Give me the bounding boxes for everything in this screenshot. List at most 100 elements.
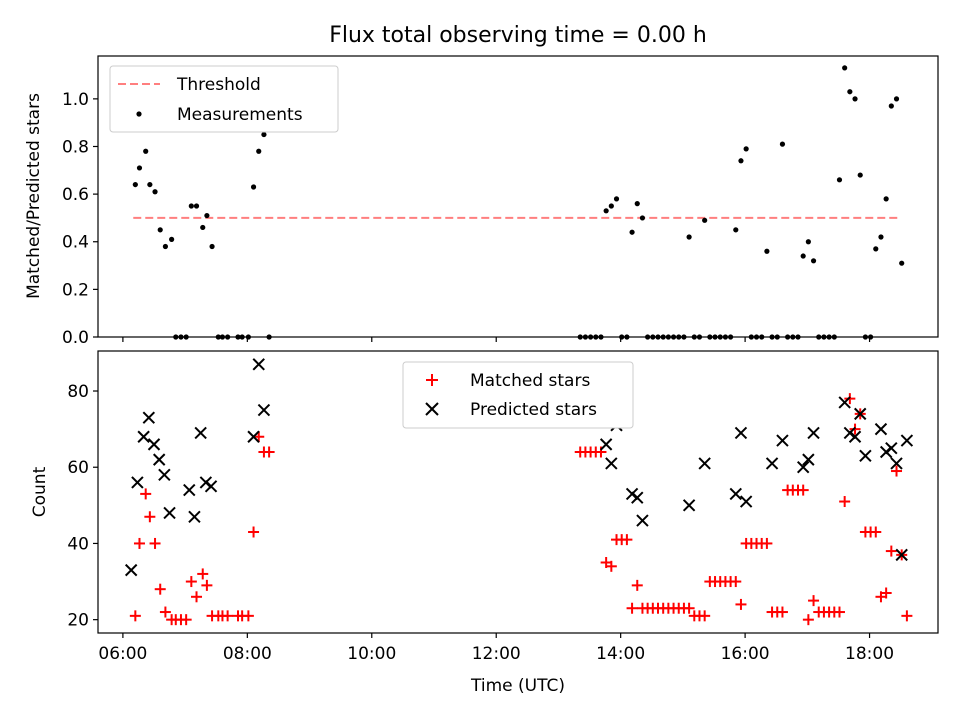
measurement-point bbox=[608, 203, 614, 209]
x-tick-label: 12:00 bbox=[472, 644, 521, 664]
matched-star-point bbox=[885, 545, 897, 557]
measurement-point bbox=[639, 215, 646, 221]
matched-star-point bbox=[901, 610, 913, 622]
predicted-star-point bbox=[739, 495, 753, 508]
measurement-point bbox=[261, 131, 267, 138]
measurement-point bbox=[764, 248, 770, 254]
measurement-point bbox=[800, 253, 806, 259]
top-plot-frame bbox=[97, 55, 939, 338]
predicted-star-point bbox=[734, 426, 748, 440]
x-tick-label: 16:00 bbox=[721, 644, 770, 664]
measurement-point bbox=[147, 181, 153, 188]
matched-star-point bbox=[144, 511, 156, 523]
measurement-point bbox=[193, 203, 200, 209]
predicted-star-point bbox=[147, 438, 161, 451]
measurement-point bbox=[738, 158, 744, 164]
predicted-star-point bbox=[183, 483, 196, 497]
predicted-star-point bbox=[605, 457, 618, 470]
bottom-y-ticks: 20 40 60 80 bbox=[67, 382, 98, 631]
matched-star-point bbox=[605, 560, 617, 572]
measurement-point bbox=[847, 89, 853, 95]
predicted-star-point bbox=[194, 426, 207, 440]
matched-star-point bbox=[621, 534, 633, 546]
top-y-tick-label: 0.6 bbox=[62, 185, 89, 205]
measurement-point bbox=[779, 141, 786, 147]
bottom-panel: 20 40 60 80 06:00 08:00 10:00 12:00 14:00 16:00 1… bbox=[30, 350, 939, 696]
matched-star-point bbox=[735, 598, 747, 610]
predicted-legend-swatch bbox=[425, 402, 439, 416]
predicted-star-point bbox=[890, 457, 903, 470]
predicted-legend-label: Predicted stars bbox=[470, 400, 597, 420]
bottom-plot-frame bbox=[97, 350, 939, 634]
predicted-star-point bbox=[796, 461, 810, 474]
predicted-star-point bbox=[636, 514, 649, 527]
top-y-tick-label: 0.8 bbox=[62, 137, 89, 157]
predicted-star-point bbox=[252, 358, 265, 371]
matched-star-point bbox=[839, 496, 851, 508]
measurement-point bbox=[250, 184, 257, 190]
predicted-star-point bbox=[137, 430, 150, 443]
measurement-point bbox=[842, 65, 848, 71]
predicted-star-point bbox=[838, 396, 851, 409]
predicted-star-point bbox=[874, 422, 888, 436]
matched-star-point bbox=[154, 583, 166, 595]
measurement-point bbox=[204, 212, 210, 219]
matched-legend-label: Matched stars bbox=[470, 371, 590, 391]
matched-legend-swatch bbox=[426, 374, 438, 386]
predicted-star-point bbox=[729, 487, 742, 501]
measurement-point bbox=[152, 189, 158, 195]
predicted-star-point bbox=[802, 453, 815, 466]
measurement-point bbox=[188, 203, 194, 209]
x-tick-label: 08:00 bbox=[223, 644, 272, 664]
bottom-y-tick-label: 20 bbox=[67, 611, 89, 631]
measurement-point bbox=[603, 208, 609, 214]
top-legend-box bbox=[109, 65, 339, 133]
x-tick-label: 10:00 bbox=[347, 644, 396, 664]
measurement-point bbox=[899, 260, 905, 266]
matched-star-point bbox=[880, 587, 892, 599]
measurement-point bbox=[852, 96, 858, 102]
bottom-legend: Matched stars Predicted stars bbox=[402, 361, 634, 429]
measurements-legend-label: Measurements bbox=[177, 105, 303, 125]
measurement-point bbox=[256, 148, 262, 154]
measurement-point bbox=[810, 258, 817, 264]
measurement-point bbox=[857, 172, 863, 178]
predicted-star-point bbox=[854, 407, 867, 421]
x-tick-label: 18:00 bbox=[845, 644, 894, 664]
measurement-point bbox=[733, 227, 739, 233]
matched-star-point bbox=[802, 614, 814, 626]
top-x-ticks bbox=[122, 337, 871, 342]
predicted-star-point bbox=[204, 480, 218, 493]
top-panel: 0.0 0.2 0.4 0.6 0.8 1.0 Matched/Predicted sta… bbox=[24, 55, 939, 348]
matched-star-point bbox=[253, 431, 265, 443]
threshold-legend-label: Threshold bbox=[176, 75, 261, 95]
predicted-star-point bbox=[163, 506, 176, 520]
measurement-point bbox=[634, 201, 640, 207]
top-y-tick-label: 0.2 bbox=[62, 280, 89, 300]
matched-star-point bbox=[808, 595, 820, 607]
predicted-star-point bbox=[631, 491, 644, 504]
matched-star-point bbox=[191, 591, 203, 603]
predicted-star-point bbox=[848, 430, 862, 443]
count-points bbox=[124, 358, 914, 626]
matched-star-point bbox=[149, 537, 161, 549]
bottom-y-tick-label: 80 bbox=[67, 382, 89, 402]
measurement-point bbox=[162, 243, 169, 250]
x-tick-label: 14:00 bbox=[596, 644, 645, 664]
matched-star-point bbox=[242, 610, 254, 622]
predicted-star-point bbox=[765, 457, 779, 470]
x-tick-label: 06:00 bbox=[98, 644, 147, 664]
bottom-y-axis-label: Count bbox=[30, 466, 50, 517]
matched-star-point bbox=[626, 602, 638, 614]
predicted-star-point bbox=[599, 438, 613, 451]
predicted-star-point bbox=[682, 499, 696, 512]
bottom-y-tick-label: 60 bbox=[67, 458, 89, 478]
matched-star-point bbox=[891, 465, 903, 477]
top-legend: Threshold Measurements bbox=[109, 65, 339, 133]
predicted-star-point bbox=[859, 449, 872, 463]
matched-star-point bbox=[185, 576, 197, 588]
top-y-tick-label: 0.0 bbox=[62, 328, 89, 348]
measurement-point bbox=[132, 181, 138, 188]
measurement-point bbox=[873, 246, 879, 252]
